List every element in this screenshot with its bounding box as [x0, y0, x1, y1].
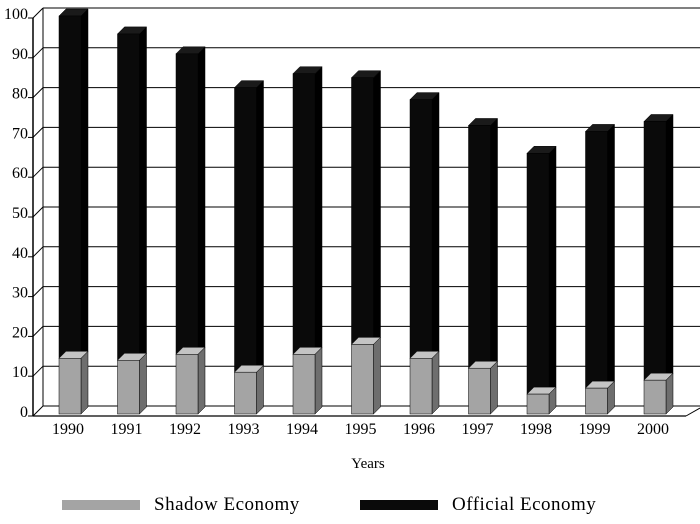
- legend-label-shadow: Shadow Economy: [154, 494, 300, 515]
- bar-official-1997: [468, 125, 491, 369]
- bar-official-1993-side: [256, 80, 264, 373]
- floor-right-edge: [685, 407, 700, 417]
- gridline-side: [32, 127, 44, 138]
- bar-shadow-1991-side: [139, 352, 147, 415]
- gridline-side: [32, 326, 44, 337]
- x-tick-label: 1993: [228, 421, 260, 438]
- bar-shadow-1996: [409, 358, 433, 415]
- y-tick-label: 30: [12, 285, 28, 302]
- bar-shadow-1998: [526, 393, 550, 415]
- gridline-side: [32, 7, 44, 19]
- bar-official-1998: [526, 153, 550, 395]
- x-tick-label: 2000: [637, 421, 669, 438]
- y-tick-label: 70: [12, 125, 28, 142]
- bars: [58, 8, 674, 415]
- gridline-side: [32, 286, 44, 297]
- legend-swatch-shadow: [62, 500, 140, 510]
- bar-shadow-1995: [351, 344, 374, 415]
- bar-shadow-1992: [175, 354, 199, 415]
- bar-official-1998-side: [548, 145, 557, 395]
- bar-shadow-1994-side: [314, 346, 323, 415]
- gridline-side: [32, 87, 44, 98]
- y-tick-label: 50: [12, 205, 28, 222]
- y-tick-label: 10: [12, 364, 28, 381]
- y-tick-label: 0: [20, 404, 28, 421]
- bar-official-1997-side: [490, 117, 498, 369]
- bar-shadow-1997: [468, 367, 491, 415]
- x-tick-label: 1994: [286, 421, 318, 438]
- x-tick-label: 1998: [520, 421, 552, 438]
- y-tick-label: 90: [12, 46, 28, 63]
- bar-shadow-1994: [292, 354, 316, 415]
- bar-official-1994-side: [314, 66, 323, 355]
- x-tick-label: 1999: [579, 421, 611, 438]
- gridline-side: [32, 405, 44, 417]
- x-tick-label: 1990: [52, 421, 84, 438]
- y-tick-label: 40: [12, 245, 28, 262]
- x-tick-label: 1997: [462, 421, 494, 438]
- y-tick-label: 20: [12, 324, 28, 341]
- y-tick-label: 80: [12, 86, 28, 103]
- bar-official-2000: [643, 121, 667, 381]
- y-axis: 0 10 20 30 40 50 60 70 80 90 100: [4, 6, 33, 421]
- bar-official-1991-side: [139, 26, 147, 361]
- bar-official-1993: [234, 87, 257, 373]
- legend-item-official-economy: Official Economy: [360, 494, 596, 516]
- bar-official-1994: [292, 73, 316, 355]
- bar-official-1992-side: [197, 46, 206, 355]
- bar-official-2000-side: [665, 113, 674, 381]
- bar-shadow-1993: [234, 371, 257, 415]
- legend: Shadow Economy Official Economy: [0, 494, 700, 524]
- legend-item-shadow-economy: Shadow Economy: [62, 494, 300, 516]
- gridline-side: [32, 246, 44, 258]
- bar-official-1999-side: [607, 123, 615, 389]
- bar-shadow-1995-side: [373, 336, 381, 415]
- x-tick-label: 1996: [403, 421, 435, 438]
- bar-shadow-1990-side: [80, 350, 89, 415]
- legend-label-official: Official Economy: [452, 494, 597, 515]
- bar-shadow-2000: [643, 379, 667, 415]
- x-tick-label: 1991: [111, 421, 143, 438]
- x-tick-label: 1995: [345, 421, 377, 438]
- bar-shadow-1993-side: [256, 364, 264, 415]
- legend-swatch-official: [360, 500, 438, 510]
- x-tick-label: 1992: [169, 421, 201, 438]
- bar-official-1990: [58, 15, 82, 359]
- bar-official-1996-side: [431, 91, 440, 359]
- bar-official-1990-side: [80, 8, 89, 359]
- bar-official-1995-side: [373, 70, 381, 345]
- bar-official-1999: [585, 131, 608, 389]
- gridline-side: [32, 166, 44, 178]
- x-axis: 1990 1991 1992 1993 1994 1995 1996 1997 1998 1999…: [52, 421, 669, 438]
- bar-shadow-1996-side: [431, 350, 440, 415]
- bar-shadow-1999: [585, 387, 608, 415]
- bar-shadow-1990: [58, 358, 82, 415]
- bar-official-1991: [117, 33, 140, 361]
- bar-shadow-1992-side: [197, 346, 206, 415]
- gridline-side: [32, 47, 44, 59]
- y-tick-label: 60: [12, 165, 28, 182]
- x-axis-title: Years: [351, 456, 385, 472]
- bar-official-1995: [351, 77, 374, 345]
- y-tick-label: 100: [4, 6, 28, 23]
- gridline-side: [32, 365, 44, 377]
- bar-official-1992: [175, 53, 199, 355]
- bar-shadow-1991: [117, 360, 140, 415]
- bar-shadow-1997-side: [490, 360, 498, 415]
- bar-official-1996: [409, 99, 433, 359]
- gridline-side: [32, 206, 44, 218]
